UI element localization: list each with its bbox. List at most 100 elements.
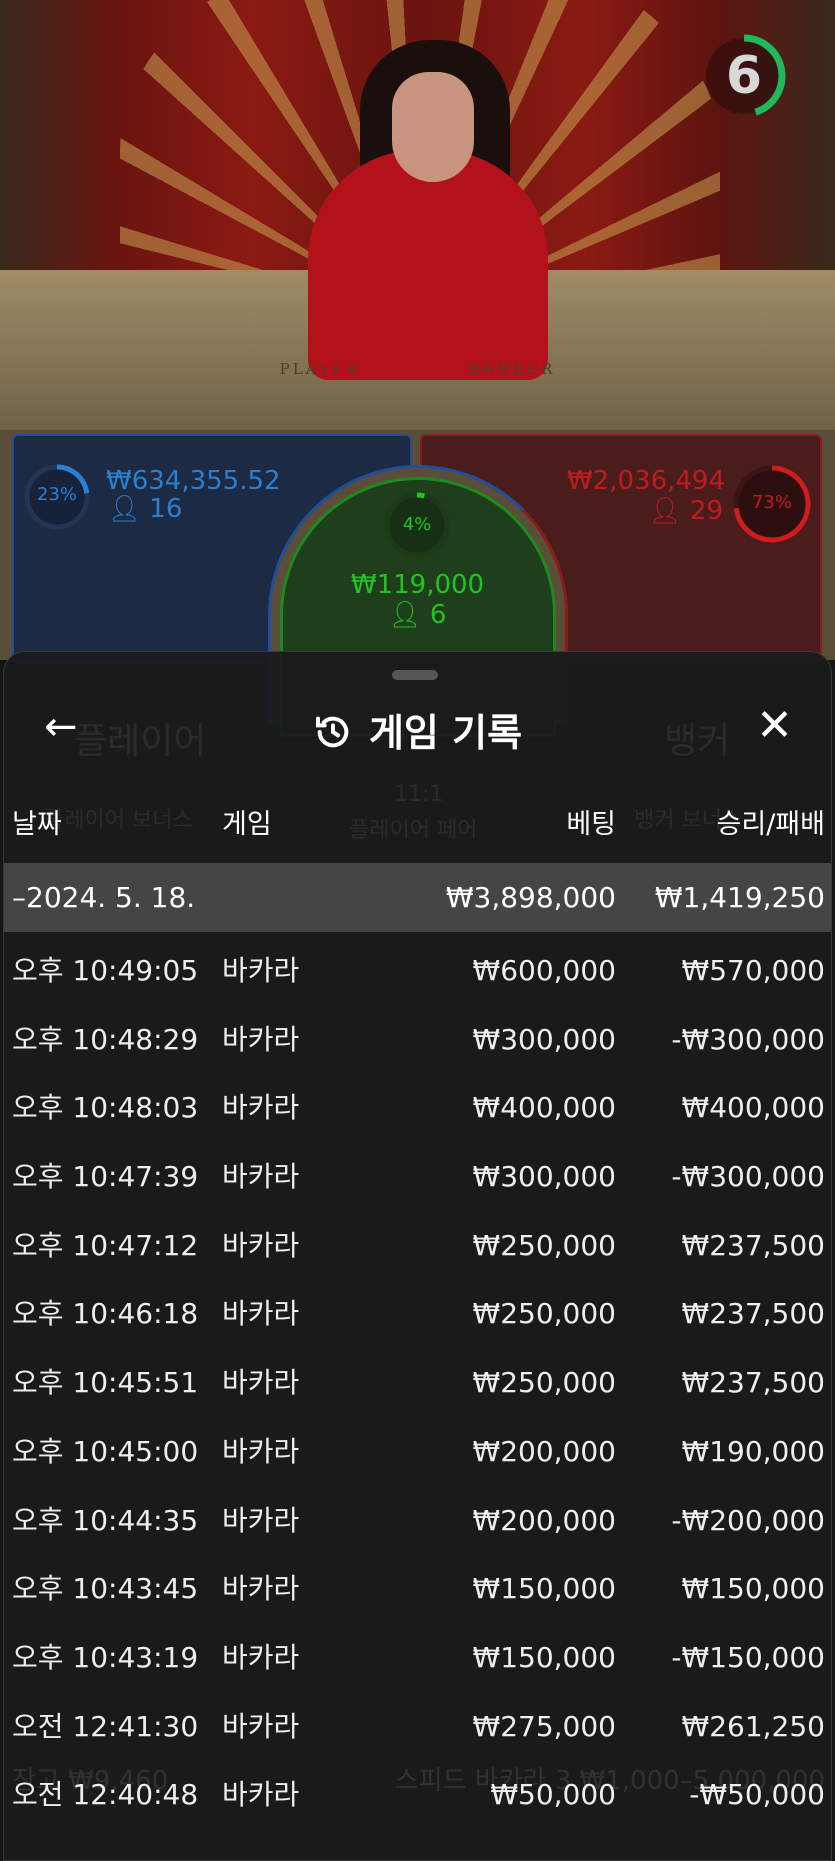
close-button[interactable]: ✕ — [756, 700, 793, 751]
dealer — [308, 150, 548, 380]
banker-amount: ₩2,036,494 — [566, 466, 725, 496]
drag-handle[interactable] — [392, 670, 438, 680]
history-row[interactable]: 오후 10:48:29 바카라 ₩300,000 -₩300,000 — [4, 1006, 831, 1075]
row-game: 바카라 — [222, 1022, 300, 1056]
row-result: ₩190,000 — [681, 1434, 825, 1468]
ghost-banker: 뱅커 — [664, 721, 731, 762]
row-game: 바카라 — [222, 1434, 300, 1468]
row-result: -₩50,000 — [689, 1778, 825, 1812]
row-time: 오전 12:40:48 — [12, 1778, 199, 1812]
col-game: 게임 — [222, 809, 272, 840]
ghost-player: 플레이어 — [74, 721, 207, 762]
banker-percent: 73% — [751, 492, 792, 513]
history-row[interactable]: 오후 10:45:00 바카라 ₩200,000 ₩190,000 — [4, 1418, 831, 1487]
row-bet: ₩250,000 — [472, 1297, 616, 1331]
col-bet: 베팅 — [566, 809, 616, 840]
history-row[interactable]: 오전 12:41:30 바카라 ₩275,000 ₩261,250 — [4, 1693, 831, 1762]
row-result: ₩400,000 — [681, 1091, 825, 1125]
banker-count: 👤︎ 29 — [648, 496, 723, 526]
history-row[interactable]: 오후 10:49:05 바카라 ₩600,000 ₩570,000 — [4, 937, 831, 1006]
history-row[interactable]: 오전 12:40:48 바카라 ₩50,000 -₩50,000 — [4, 1761, 831, 1830]
date-group-row[interactable]: –2024. 5. 18. ₩3,898,000 ₩1,419,250 — [4, 863, 831, 932]
group-result: ₩1,419,250 — [654, 881, 825, 914]
countdown: 6 — [725, 46, 763, 106]
person-icon: 👤︎ — [108, 494, 142, 524]
banker-percent-ring — [733, 465, 811, 543]
history-row[interactable]: 오후 10:44:35 바카라 ₩200,000 -₩200,000 — [4, 1487, 831, 1556]
person-icon: 👤︎ — [648, 496, 682, 526]
row-bet: ₩300,000 — [472, 1022, 616, 1056]
row-result: ₩261,250 — [681, 1709, 825, 1743]
arrow-left-icon: ← — [44, 704, 78, 750]
row-bet: ₩150,000 — [472, 1640, 616, 1674]
row-result: -₩150,000 — [671, 1640, 825, 1674]
row-game: 바카라 — [222, 1366, 300, 1400]
person-icon: 👤︎ — [388, 600, 422, 630]
row-time: 오후 10:43:19 — [12, 1640, 199, 1674]
row-time: 오후 10:45:51 — [12, 1366, 199, 1400]
row-result: ₩237,500 — [681, 1228, 825, 1262]
row-result: -₩300,000 — [671, 1022, 825, 1056]
row-result: ₩237,500 — [681, 1366, 825, 1400]
ghost-player-pair: 플레이어 페어 — [349, 818, 478, 843]
ghost-player-bonus: 플레이어 보너스 — [44, 808, 193, 833]
row-bet: ₩275,000 — [472, 1709, 616, 1743]
row-bet: ₩400,000 — [472, 1091, 616, 1125]
table-header: 날짜 게임 베팅 승리/패배 — [4, 802, 831, 850]
group-bet: ₩3,898,000 — [445, 881, 616, 914]
row-bet: ₩200,000 — [472, 1434, 616, 1468]
col-result: 승리/패배 — [716, 809, 825, 840]
row-game: 바카라 — [222, 1091, 300, 1125]
row-game: 바카라 — [222, 1572, 300, 1606]
row-bet: ₩600,000 — [472, 954, 616, 987]
table-labels: PLAYER BANKER — [279, 360, 556, 378]
row-time: 오후 10:43:45 — [12, 1572, 199, 1606]
ghost-banker-bonus: 뱅커 보너스 — [634, 808, 743, 833]
row-result: ₩570,000 — [681, 954, 825, 987]
row-result: -₩200,000 — [671, 1503, 825, 1537]
timer-ring — [702, 34, 786, 118]
history-list: 오후 10:49:05 바카라 ₩600,000 ₩570,000 오후 10:48:2… — [4, 937, 831, 1830]
history-icon — [315, 716, 349, 748]
row-game: 바카라 — [222, 954, 300, 987]
tie-count: 👤︎ 6 — [388, 600, 447, 630]
row-time: 오후 10:46:18 — [12, 1297, 199, 1331]
history-row[interactable]: 오후 10:48:03 바카라 ₩400,000 ₩400,000 — [4, 1074, 831, 1143]
row-bet: ₩300,000 — [472, 1160, 616, 1194]
back-button[interactable]: ← — [44, 704, 78, 750]
history-row[interactable]: 오후 10:43:19 바카라 ₩150,000 -₩150,000 — [4, 1624, 831, 1693]
ghost-ratio: 11:1 — [394, 782, 444, 807]
group-date: –2024. 5. 18. — [12, 881, 196, 914]
live-video: PLAYER BANKER 6 — [0, 0, 835, 430]
row-bet: ₩200,000 — [472, 1503, 616, 1537]
row-game: 바카라 — [222, 1228, 300, 1262]
col-date: 날짜 — [12, 809, 62, 840]
player-percent-ring — [24, 464, 90, 530]
tie-percent-ring — [384, 492, 450, 558]
row-bet: ₩250,000 — [472, 1366, 616, 1400]
row-result: ₩150,000 — [681, 1572, 825, 1606]
tie-percent: 4% — [402, 514, 432, 535]
tie-amount: ₩119,000 — [350, 570, 485, 600]
row-game: 바카라 — [222, 1297, 300, 1331]
row-time: 오전 12:41:30 — [12, 1709, 199, 1743]
row-time: 오후 10:47:39 — [12, 1160, 199, 1194]
row-game: 바카라 — [222, 1709, 300, 1743]
history-row[interactable]: 오후 10:47:12 바카라 ₩250,000 ₩237,500 — [4, 1212, 831, 1281]
row-time: 오후 10:49:05 — [12, 954, 199, 987]
bet-area: 23% ₩634,355.52 👤︎ 16 4% ₩119,000 👤︎ 6 7… — [0, 430, 835, 737]
history-row[interactable]: 오후 10:45:51 바카라 ₩250,000 ₩237,500 — [4, 1349, 831, 1418]
close-icon: ✕ — [756, 700, 793, 751]
row-bet: ₩50,000 — [490, 1778, 616, 1812]
history-row[interactable]: 오후 10:47:39 바카라 ₩300,000 -₩300,000 — [4, 1143, 831, 1212]
player-percent: 23% — [36, 484, 77, 505]
row-game: 바카라 — [222, 1503, 300, 1537]
player-amount: ₩634,355.52 — [106, 466, 281, 496]
player-count: 👤︎ 16 — [108, 494, 183, 524]
row-game: 바카라 — [222, 1160, 300, 1194]
history-row[interactable]: 오후 10:43:45 바카라 ₩150,000 ₩150,000 — [4, 1555, 831, 1624]
history-row[interactable]: 오후 10:46:18 바카라 ₩250,000 ₩237,500 — [4, 1280, 831, 1349]
row-bet: ₩250,000 — [472, 1228, 616, 1262]
row-time: 오후 10:47:12 — [12, 1228, 199, 1262]
row-result: ₩237,500 — [681, 1297, 825, 1331]
